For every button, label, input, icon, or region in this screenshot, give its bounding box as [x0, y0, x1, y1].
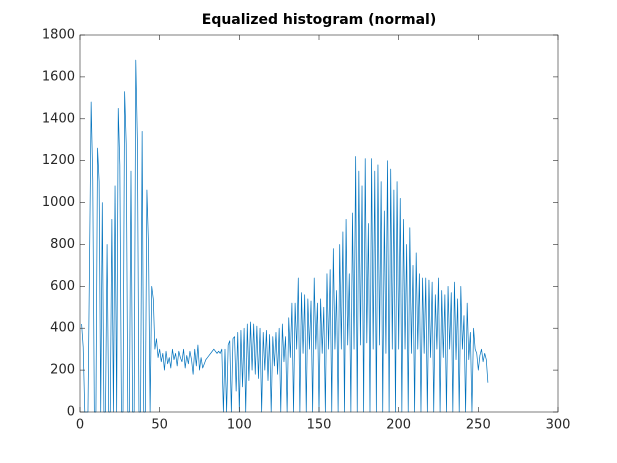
y-tick-label: 0: [67, 405, 75, 420]
y-tick-label: 400: [50, 321, 75, 336]
x-tick-label: 200: [386, 418, 411, 433]
y-tick-label: 1000: [42, 195, 75, 210]
x-tick-label: 300: [546, 418, 571, 433]
x-tick-label: 50: [151, 418, 168, 433]
y-tick-label: 800: [50, 237, 75, 252]
chart-title: Equalized histogram (normal): [202, 12, 437, 28]
y-tick-label: 200: [50, 363, 75, 378]
x-tick-label: 100: [227, 418, 252, 433]
data-line: [81, 59, 489, 413]
y-tick-label: 1600: [42, 69, 75, 84]
y-tick-label: 600: [50, 279, 75, 294]
x-tick-label: 150: [307, 418, 332, 433]
x-tick-label: 250: [466, 418, 491, 433]
y-tick-label: 1400: [42, 111, 75, 126]
x-tick-label: 0: [76, 418, 84, 433]
y-tick-label: 1800: [42, 28, 75, 43]
y-tick-label: 1200: [42, 153, 75, 168]
